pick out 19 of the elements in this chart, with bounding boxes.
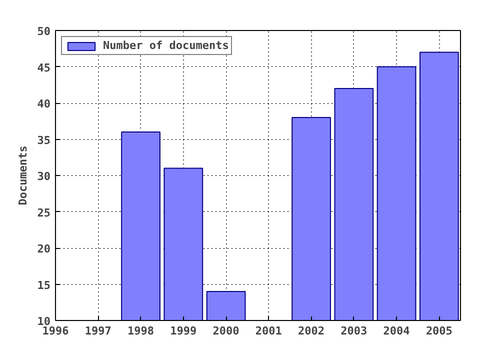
y-tick-label: 20 (37, 242, 51, 256)
y-tick-label: 50 (37, 25, 51, 38)
y-tick-label: 25 (37, 206, 51, 220)
x-tick-label: 2001 (255, 324, 282, 338)
x-tick-label: 2003 (340, 324, 368, 338)
x-tick-label: 2005 (426, 324, 452, 338)
y-tick-label: 40 (37, 98, 51, 110)
x-tick-label: 1997 (84, 324, 112, 338)
x-tick-label: 2004 (383, 324, 410, 338)
y-tick-label: 35 (37, 134, 51, 147)
y-axis-title: Documents (16, 146, 30, 206)
x-tick-label: 2002 (298, 324, 325, 338)
y-tick-label: 15 (37, 278, 51, 292)
legend-label: Number of documents (103, 39, 229, 52)
x-tick-label: 1999 (170, 324, 197, 338)
x-tick-label: 2000 (212, 324, 240, 338)
y-tick-label: 45 (37, 61, 51, 74)
y-tick-label: 30 (37, 170, 51, 183)
x-tick-label: 1998 (128, 324, 154, 338)
